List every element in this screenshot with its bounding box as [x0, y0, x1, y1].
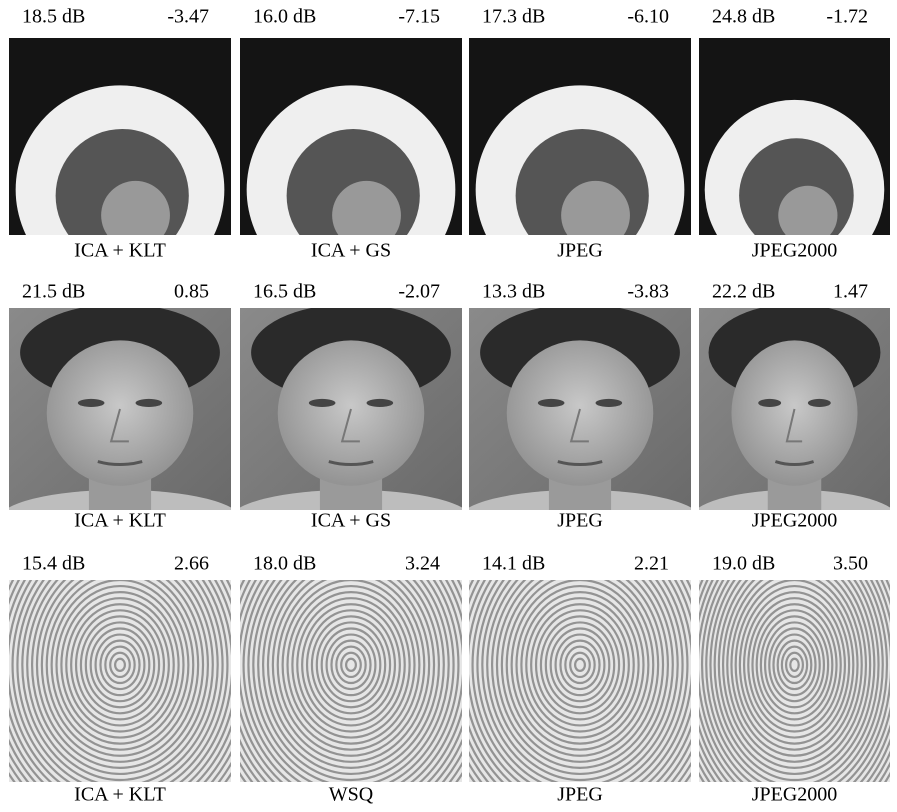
caption: JPEG2000	[752, 240, 838, 262]
score-label: -7.15	[398, 6, 440, 28]
eye	[136, 399, 163, 407]
caption: JPEG	[557, 784, 603, 806]
caption: JPEG2000	[752, 510, 838, 532]
eye	[309, 399, 336, 407]
image	[0, 489, 262, 807]
eye	[538, 399, 565, 407]
eye	[78, 399, 105, 407]
score-label: -3.83	[627, 281, 669, 303]
score-label: -2.07	[398, 281, 440, 303]
inner-disc	[778, 186, 837, 245]
panel: 15.4 dB 2.66 ICA + KLT	[0, 489, 262, 807]
psnr-label: 19.0 dB	[712, 553, 775, 575]
psnr-label: 24.8 dB	[712, 6, 775, 28]
page: {"rows": [ {"panels": [ {"psnr": "18.5 d…	[0, 0, 897, 807]
score-label: 3.50	[833, 553, 868, 575]
caption: JPEG	[557, 510, 603, 532]
image	[209, 489, 492, 807]
panel: 14.1 dB 2.21 JPEG	[438, 489, 721, 807]
score-label: 2.21	[634, 553, 669, 575]
psnr-label: 17.3 dB	[482, 6, 545, 28]
psnr-label: 13.3 dB	[482, 281, 545, 303]
panel: 18.5 dB -3.47 ICA + KLT	[9, 6, 231, 294]
psnr-label: 22.2 dB	[712, 281, 775, 303]
score-label: 2.66	[174, 553, 209, 575]
score-label: 0.85	[174, 281, 209, 303]
caption: WSQ	[329, 784, 374, 806]
score-label: -6.10	[627, 6, 669, 28]
panel: 16.5 dB -2.07 ICA + GS	[229, 281, 473, 551]
psnr-label: 16.5 dB	[253, 281, 316, 303]
panel: 19.0 dB 3.50 JPEG2000	[673, 489, 897, 807]
panel: 16.0 dB -7.15 ICA + GS	[240, 6, 462, 294]
panel: 22.2 dB 1.47 JPEG2000	[689, 281, 897, 551]
psnr-label: 15.4 dB	[22, 553, 85, 575]
image	[438, 489, 721, 807]
caption: ICA + GS	[311, 240, 391, 262]
caption: ICA + KLT	[74, 240, 166, 262]
caption: ICA + GS	[311, 510, 391, 532]
eye	[367, 399, 394, 407]
panel: 17.3 dB -6.10 JPEG	[469, 6, 691, 294]
eye	[808, 399, 831, 407]
panel: 24.8 dB -1.72 JPEG2000	[699, 6, 890, 280]
image	[673, 489, 897, 807]
psnr-label: 18.5 dB	[22, 6, 85, 28]
eye	[758, 399, 781, 407]
psnr-label: 16.0 dB	[253, 6, 316, 28]
psnr-label: 18.0 dB	[253, 553, 316, 575]
score-label: 1.47	[833, 281, 868, 303]
score-label: -3.47	[167, 6, 209, 28]
caption: JPEG	[557, 240, 603, 262]
psnr-label: 14.1 dB	[482, 553, 545, 575]
caption: JPEG2000	[752, 784, 838, 806]
caption: ICA + KLT	[74, 784, 166, 806]
panel: 13.3 dB -3.83 JPEG	[458, 281, 702, 551]
psnr-label: 21.5 dB	[22, 281, 85, 303]
figure: 18.5 dB -3.47 ICA + KLT 16.0 dB -7.15 ICA + G…	[0, 0, 897, 807]
eye	[596, 399, 623, 407]
score-label: -1.72	[826, 6, 868, 28]
panel: 21.5 dB 0.85 ICA + KLT	[0, 281, 242, 551]
score-label: 3.24	[405, 553, 440, 575]
panel: 18.0 dB 3.24 WSQ	[209, 489, 492, 807]
caption: ICA + KLT	[74, 510, 166, 532]
